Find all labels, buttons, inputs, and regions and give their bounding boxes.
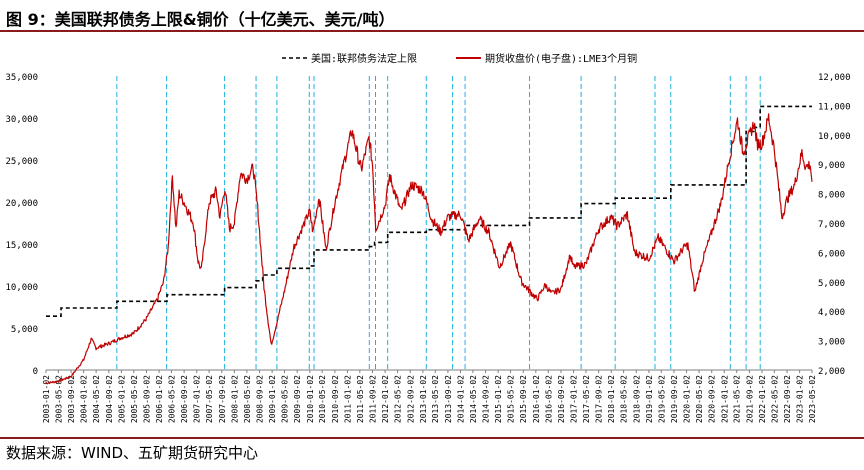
x-tick-label: 2016-01-02 (532, 375, 541, 423)
x-tick-label: 2018-01-02 (607, 375, 616, 423)
x-tick-label: 2003-09-02 (67, 375, 76, 423)
line-debt-ceiling (46, 105, 812, 318)
x-tick-label: 2023-01-02 (796, 375, 805, 423)
x-tick-label: 2013-09-02 (444, 375, 453, 423)
y-right-tick-label: 5,000 (818, 279, 845, 289)
y-left-tick-label: 5,000 (11, 325, 38, 335)
x-tick-label: 2019-09-02 (670, 375, 679, 423)
x-tick-label: 2010-05-02 (318, 375, 327, 423)
x-tick-label: 2018-05-02 (620, 375, 629, 423)
event-vlines (116, 76, 761, 370)
x-tick-label: 2023-05-02 (808, 375, 817, 423)
legend-label-copper-price: 期货收盘价(电子盘):LME3个月铜 (485, 52, 637, 65)
y-right-tick-label: 12,000 (818, 73, 851, 83)
series (45, 105, 813, 385)
x-tick-label: 2008-01-02 (230, 375, 239, 423)
y-right-tick-label: 4,000 (818, 308, 845, 318)
x-tick-label: 2020-05-02 (695, 375, 704, 423)
x-tick-label: 2008-09-02 (256, 375, 265, 423)
x-tick-label: 2007-01-02 (193, 375, 202, 423)
x-tick-label: 2006-09-02 (180, 375, 189, 423)
figure-title: 图 9：美国联邦债务上限&铜价（十亿美元、美元/吨） (6, 10, 395, 29)
x-tick-label: 2006-01-02 (155, 375, 164, 423)
source-divider (0, 437, 864, 439)
x-tick-label: 2022-09-02 (783, 375, 792, 423)
x-tick-label: 2016-05-02 (544, 375, 553, 423)
x-tick-label: 2018-09-02 (632, 375, 641, 423)
x-tick-label: 2022-01-02 (758, 375, 767, 423)
x-tick-label: 2021-01-02 (720, 375, 729, 423)
x-tick-label: 2006-05-02 (167, 375, 176, 423)
x-tick-label: 2004-09-02 (105, 375, 114, 423)
chart: 美国:联邦债务法定上限 期货收盘价(电子盘):LME3个月铜 0 5,000 10,… (5, 52, 850, 423)
x-tick-label: 2004-05-02 (92, 375, 101, 423)
x-tick-label: 2020-01-02 (683, 375, 692, 423)
x-tick-label: 2015-05-02 (507, 375, 516, 423)
x-tick-label: 2017-01-02 (570, 375, 579, 423)
x-tick-label: 2010-01-02 (306, 375, 315, 423)
x-tick-label: 2013-01-02 (419, 375, 428, 423)
x-tick-label: 2009-09-02 (293, 375, 302, 423)
x-tick-label: 2003-01-02 (42, 375, 51, 423)
x-tick-label: 2013-05-02 (431, 375, 440, 423)
title-divider (0, 30, 864, 32)
x-tick-label: 2012-01-02 (381, 375, 390, 423)
x-tick-label: 2017-05-02 (582, 375, 591, 423)
y-left-tick-label: 30,000 (5, 115, 38, 125)
x-tick-label: 2005-09-02 (142, 375, 151, 423)
y-right-tick-label: 11,000 (818, 102, 851, 112)
y-left-tick-label: 25,000 (5, 157, 38, 167)
x-tick-label: 2007-09-02 (218, 375, 227, 423)
x-tick-label: 2022-05-02 (770, 375, 779, 423)
x-tick-label: 2010-09-02 (331, 375, 340, 423)
y-left-tick-label: 20,000 (5, 199, 38, 209)
x-tick-label: 2007-05-02 (205, 375, 214, 423)
data-source: 数据来源：WIND、五矿期货研究中心 (6, 444, 259, 462)
y-right-tick-label: 7,000 (818, 220, 845, 230)
y-left-tick-label: 15,000 (5, 241, 38, 251)
legend-label-debt-ceiling: 美国:联邦债务法定上限 (311, 52, 417, 65)
x-tick-label: 2014-01-02 (457, 375, 466, 423)
x-tick-label: 2005-05-02 (130, 375, 139, 423)
x-tick-label: 2004-01-02 (80, 375, 89, 423)
x-tick-label: 2008-05-02 (243, 375, 252, 423)
y-right-tick-label: 9,000 (818, 161, 845, 171)
y-left-tick-label: 0 (33, 367, 38, 377)
x-tick-label: 2019-01-02 (645, 375, 654, 423)
y-right-tick-label: 3,000 (818, 338, 845, 348)
x-tick-label: 2014-09-02 (482, 375, 491, 423)
legend: 美国:联邦债务法定上限 期货收盘价(电子盘):LME3个月铜 (282, 52, 637, 65)
x-tick-label: 2016-09-02 (557, 375, 566, 423)
y-right-tick-label: 6,000 (818, 249, 845, 259)
x-tick-label: 2021-05-02 (733, 375, 742, 423)
y-right-tick-label: 2,000 (818, 367, 845, 377)
x-tick-label: 2021-09-02 (745, 375, 754, 423)
x-tick-label: 2009-05-02 (281, 375, 290, 423)
y-right-tick-label: 8,000 (818, 191, 845, 201)
x-tick-label: 2012-09-02 (406, 375, 415, 423)
y-left-tick-label: 10,000 (5, 283, 38, 293)
x-tick-label: 2020-09-02 (708, 375, 717, 423)
x-tick-label: 2019-05-02 (657, 375, 666, 423)
line-copper-price (45, 113, 813, 385)
x-tick-label: 2011-09-02 (369, 375, 378, 423)
x-tick-label: 2015-01-02 (494, 375, 503, 423)
y-right-tick-label: 10,000 (818, 132, 851, 142)
x-tick-label: 2017-09-02 (595, 375, 604, 423)
x-tick-label: 2011-01-02 (343, 375, 352, 423)
x-tick-label: 2015-09-02 (519, 375, 528, 423)
x-tick-label: 2003-05-02 (54, 375, 63, 423)
x-tick-label: 2014-05-02 (469, 375, 478, 423)
x-tick-label: 2009-01-02 (268, 375, 277, 423)
x-tick-label: 2005-01-02 (117, 375, 126, 423)
x-tick-label: 2012-05-02 (394, 375, 403, 423)
axes: 0 5,000 10,000 15,000 20,000 25,000 30,000 35,0… (5, 73, 850, 423)
x-tick-label: 2011-05-02 (356, 375, 365, 423)
y-left-tick-label: 35,000 (5, 73, 38, 83)
